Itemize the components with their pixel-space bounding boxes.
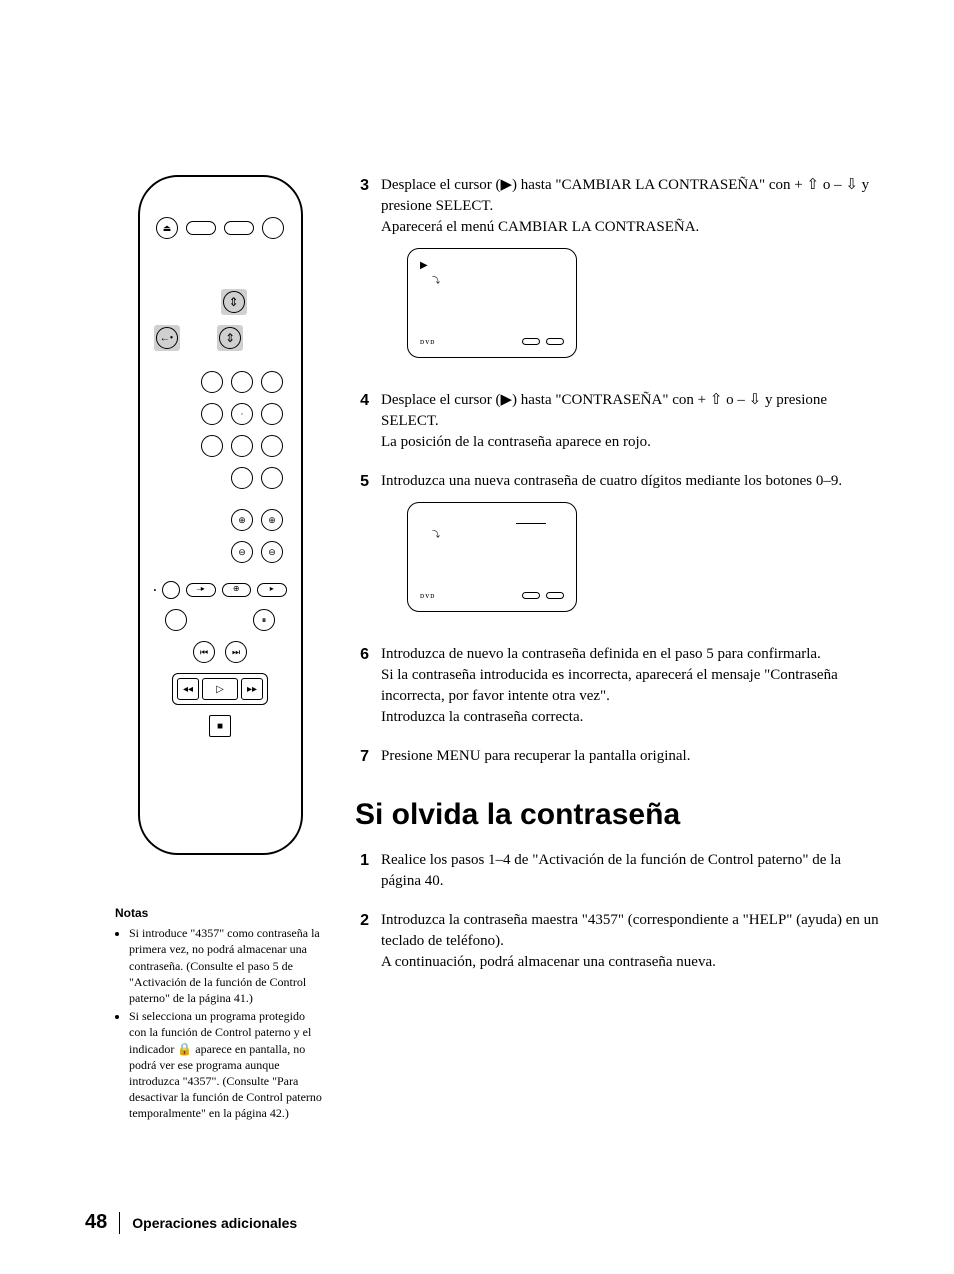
instruction-step: 7 Presione MENU para recuperar la pantal… (355, 746, 884, 768)
step-text: Introduzca la contraseña correcta. (381, 707, 884, 728)
step-text: Introduzca de nuevo la contraseña defini… (381, 644, 884, 665)
remote-control-diagram: ⏏ ⇕ ←•⇕ · ⊕⊕ ⊖⊖ •–▸⊕▸ ⏸ ⏮⏭ ◂◂▷▸▸ ■ (138, 175, 303, 855)
step-number: 7 (355, 746, 369, 768)
section-heading: Si olvida la contraseña (355, 798, 884, 832)
menu-screen-diagram: ▶ ⤵ ᴅᴠᴅ (407, 248, 577, 358)
note-item: Si selecciona un programa protegido con … (129, 1008, 325, 1121)
step-text: A continuación, podrá almacenar una cont… (381, 952, 884, 973)
page-number: 48 (85, 1211, 107, 1234)
step-number: 1 (355, 850, 369, 892)
step-number: 6 (355, 644, 369, 728)
menu-screen-diagram: ⤵ ᴅᴠᴅ (407, 502, 577, 612)
step-text: La posición de la contraseña aparece en … (381, 432, 884, 453)
step-text: Introduzca una nueva contraseña de cuatr… (381, 471, 884, 492)
notes-section: Notas Si introduce "4357" como contraseñ… (115, 905, 325, 1121)
step-text: Realice los pasos 1–4 de "Activación de … (381, 850, 884, 892)
instruction-step: 3 Desplace el cursor (▶) hasta "CAMBIAR … (355, 175, 884, 372)
instruction-step: 4 Desplace el cursor (▶) hasta "CONTRASE… (355, 390, 884, 453)
footer-section-title: Operaciones adicionales (132, 1215, 297, 1231)
note-item: Si introduce "4357" como contraseña la p… (129, 925, 325, 1006)
step-number: 4 (355, 390, 369, 453)
step-text: Si la contraseña introducida es incorrec… (381, 665, 884, 707)
step-number: 3 (355, 175, 369, 372)
step-text: Aparecerá el menú CAMBIAR LA CONTRASEÑA. (381, 217, 884, 238)
step-text: Desplace el cursor (▶) hasta "CONTRASEÑA… (381, 390, 884, 432)
step-text: Introduzca la contraseña maestra "4357" … (381, 910, 884, 952)
instruction-step: 2 Introduzca la contraseña maestra "4357… (355, 910, 884, 973)
instruction-step: 5 Introduzca una nueva contraseña de cua… (355, 471, 884, 626)
step-text: Presione MENU para recuperar la pantalla… (381, 746, 884, 767)
step-text: Desplace el cursor (▶) hasta "CAMBIAR LA… (381, 175, 884, 217)
step-number: 2 (355, 910, 369, 973)
notes-title: Notas (115, 905, 325, 921)
instruction-step: 1 Realice los pasos 1–4 de "Activación d… (355, 850, 884, 892)
main-content: 3 Desplace el cursor (▶) hasta "CAMBIAR … (355, 175, 884, 1123)
step-number: 5 (355, 471, 369, 626)
notes-list: Si introduce "4357" como contraseña la p… (115, 925, 325, 1121)
footer-divider (119, 1212, 120, 1234)
instruction-step: 6 Introduzca de nuevo la contraseña defi… (355, 644, 884, 728)
page-footer: 48 Operaciones adicionales (85, 1211, 297, 1234)
